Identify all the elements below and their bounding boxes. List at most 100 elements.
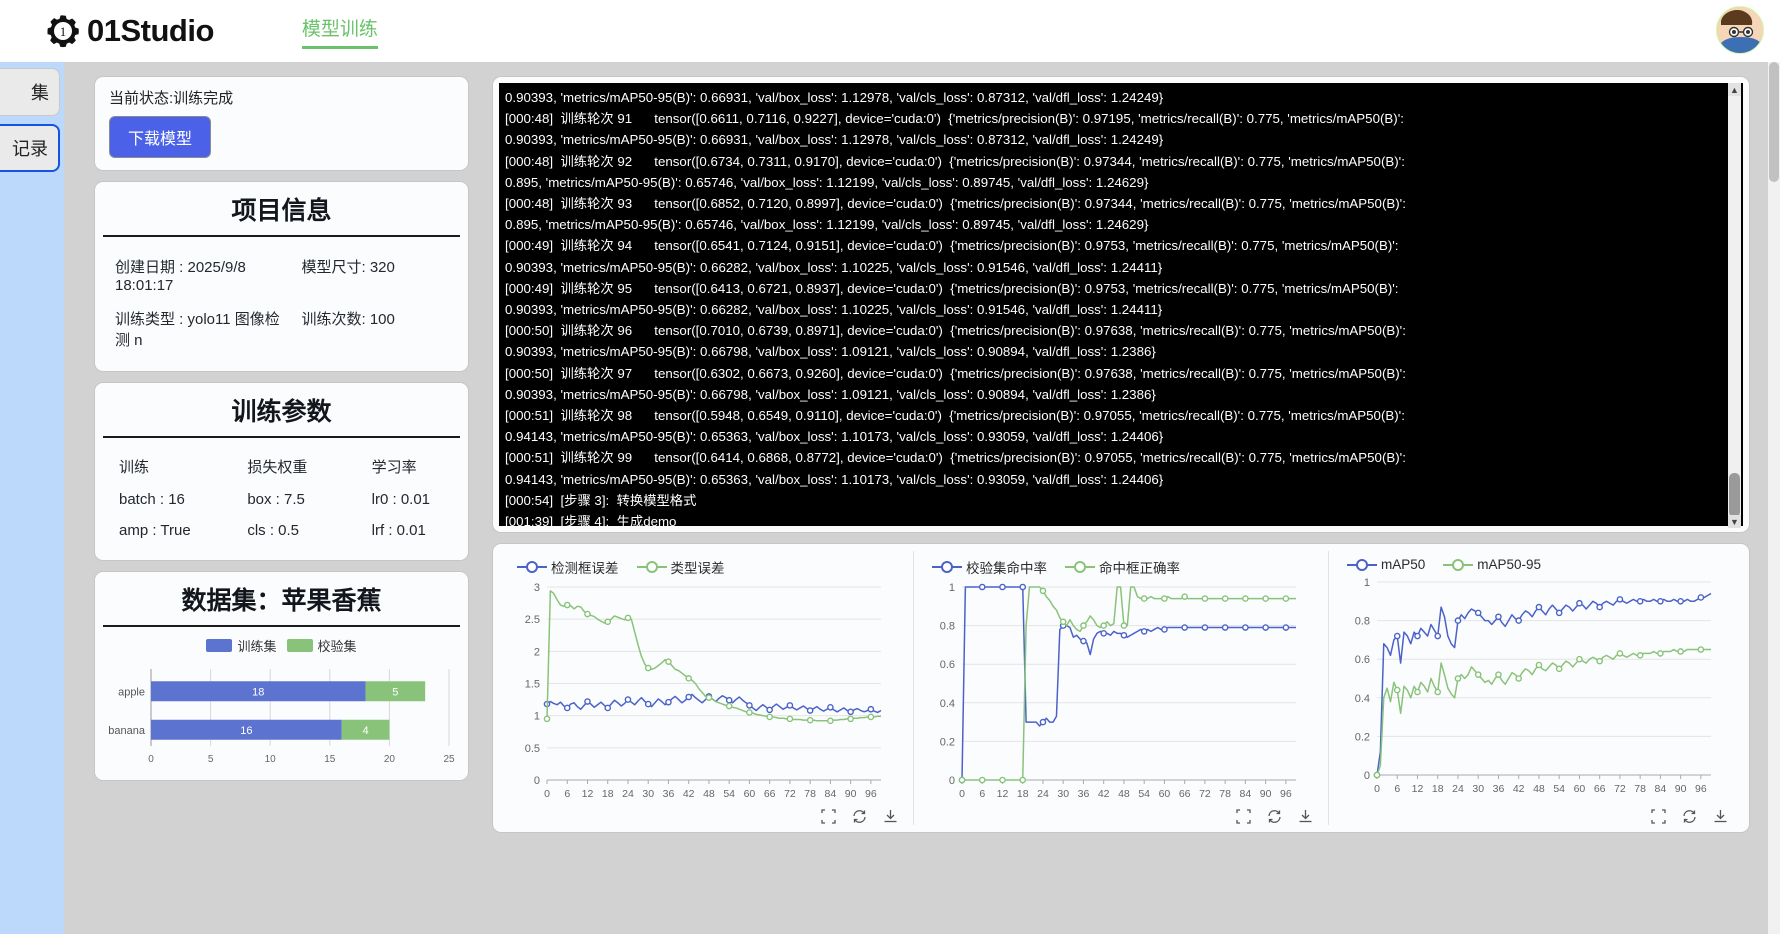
legend-marker-line-circle — [1065, 561, 1095, 573]
svg-text:0: 0 — [949, 775, 955, 787]
sidebar-item-label: 集 — [31, 83, 49, 103]
svg-text:84: 84 — [1655, 783, 1667, 795]
log-line: [000:48] 训练轮次 92 tensor([0.6734, 0.7311,… — [505, 153, 1405, 169]
download-model-button[interactable]: 下载模型 — [109, 116, 212, 158]
chart-map-legend: mAP50 mAP50-95 — [1329, 551, 1743, 572]
svg-text:15: 15 — [324, 754, 336, 765]
svg-text:6: 6 — [979, 788, 985, 800]
zoom-reset-icon[interactable] — [1235, 808, 1252, 825]
legend-map50[interactable]: mAP50 — [1347, 557, 1425, 572]
log-line: 0.94143, 'metrics/mAP50-95(B)': 0.65363,… — [505, 471, 1164, 487]
svg-text:18: 18 — [602, 788, 614, 800]
training-log-card: 0.90393, 'metrics/mAP50-95(B)': 0.66931,… — [492, 76, 1750, 533]
svg-text:5: 5 — [208, 754, 214, 765]
log-scroll-up-icon[interactable]: ▲ — [1728, 83, 1741, 96]
dataset-panel: 数据集：苹果香蕉 训练集 校验集 0 5 10 15 20 25 18 5 apple 16 4 ba… — [94, 571, 469, 781]
legend-box-loss[interactable]: 检测框误差 — [517, 557, 619, 577]
restore-icon[interactable] — [1266, 808, 1283, 825]
svg-text:0: 0 — [148, 754, 154, 765]
svg-text:0: 0 — [1374, 783, 1380, 795]
svg-text:1: 1 — [1364, 577, 1370, 589]
chart-2-toolbar — [1650, 808, 1729, 825]
svg-text:2: 2 — [534, 646, 540, 658]
status-card: 当前状态:训练完成 下载模型 — [94, 76, 469, 171]
legend-train[interactable]: 训练集 — [206, 636, 277, 655]
svg-text:84: 84 — [825, 788, 837, 800]
log-line: 0.90393, 'metrics/mAP50-95(B)': 0.66798,… — [505, 386, 1156, 402]
svg-text:54: 54 — [1553, 783, 1565, 795]
svg-text:42: 42 — [1098, 788, 1110, 800]
log-scrollbar[interactable]: ▲ ▼ — [1728, 83, 1741, 528]
svg-text:0: 0 — [544, 788, 550, 800]
project-info-train-type: 训练类型 : yolo11 图像检测 n — [115, 311, 280, 349]
svg-text:0.2: 0.2 — [940, 736, 955, 748]
legend-cls-loss[interactable]: 类型误差 — [636, 557, 725, 577]
sidebar-item-label: 记录 — [12, 139, 48, 159]
log-line: 0.895, 'metrics/mAP50-95(B)': 0.65746, '… — [505, 174, 1149, 190]
svg-text:30: 30 — [1057, 788, 1069, 800]
main-content: 当前状态:训练完成 下载模型 项目信息 创建日期 : 2025/9/8 18:0… — [64, 62, 1780, 934]
sidebar-item-records[interactable]: 记录 — [0, 124, 60, 172]
svg-text:78: 78 — [804, 788, 816, 800]
zoom-reset-icon[interactable] — [1650, 808, 1667, 825]
svg-text:90: 90 — [1675, 783, 1687, 795]
download-icon[interactable] — [1712, 808, 1729, 825]
svg-text:78: 78 — [1634, 783, 1646, 795]
legend-val[interactable]: 校验集 — [286, 636, 357, 655]
app-header: 1 01Studio 模型训练 — [0, 0, 1780, 62]
tab-model-training[interactable]: 模型训练 — [301, 14, 378, 49]
dataset-bar-chart[interactable]: 0 5 10 15 20 25 18 5 apple 16 4 banana — [95, 657, 468, 780]
chart-map[interactable]: mAP50 mAP50-95 0 0.2 0.4 0.6 0.8 1 0 6 12 18 24 30 3… — [1328, 551, 1743, 825]
train-params-panel: 训练参数 训练 损失权重 学习率 batch : 16 box : 7.5 lr… — [94, 382, 469, 561]
svg-text:48: 48 — [1118, 788, 1130, 800]
log-line: 0.895, 'metrics/mAP50-95(B)': 0.65746, '… — [505, 217, 1149, 233]
restore-icon[interactable] — [851, 808, 868, 825]
train-params-cell-batch: batch : 16 — [119, 491, 185, 508]
user-avatar[interactable] — [1716, 6, 1764, 54]
svg-text:60: 60 — [1159, 788, 1171, 800]
legend-precision[interactable]: 命中框正确率 — [1065, 557, 1180, 577]
train-params-cell-amp: amp : True — [119, 522, 191, 539]
legend-marker-line-circle — [932, 561, 962, 573]
svg-text:54: 54 — [1138, 788, 1150, 800]
svg-text:1: 1 — [534, 711, 540, 723]
legend-marker-line-circle — [1443, 558, 1474, 571]
chart-loss[interactable]: 检测框误差 类型误差 0 0.5 1 1.5 2 2.5 3 0 6 12 18 24 30 36 42 48… — [499, 551, 913, 825]
svg-text:72: 72 — [1199, 788, 1211, 800]
project-info-grid: 创建日期 : 2025/9/8 18:01:17 模型尺寸: 320 训练类型 … — [95, 237, 468, 371]
log-scroll-down-icon[interactable]: ▼ — [1728, 515, 1741, 528]
log-line: [000:54] [步骤 3]: 转换模型格式 — [505, 492, 697, 508]
svg-text:6: 6 — [1394, 783, 1400, 795]
log-line: 0.90393, 'metrics/mAP50-95(B)': 0.66282,… — [505, 259, 1163, 275]
zoom-reset-icon[interactable] — [820, 808, 837, 825]
svg-text:0: 0 — [534, 775, 540, 787]
dataset-title: 数据集：苹果香蕉 — [103, 572, 460, 627]
sidebar-item-dataset[interactable]: 集 — [0, 68, 60, 116]
legend-recall[interactable]: 校验集命中率 — [932, 557, 1047, 577]
svg-text:20: 20 — [384, 754, 396, 765]
svg-text:4: 4 — [362, 725, 368, 737]
svg-text:0.6: 0.6 — [940, 659, 955, 671]
restore-icon[interactable] — [1681, 808, 1698, 825]
brand-text: 01Studio — [87, 13, 214, 48]
svg-text:2.5: 2.5 — [525, 614, 540, 626]
download-icon[interactable] — [882, 808, 899, 825]
legend-map50-95[interactable]: mAP50-95 — [1443, 557, 1541, 572]
svg-text:25: 25 — [443, 754, 455, 765]
window-scroll-thumb[interactable] — [1769, 62, 1779, 182]
train-params-header-1: 损失权重 — [247, 459, 308, 476]
log-scroll-thumb[interactable] — [1729, 473, 1740, 517]
log-line: [000:48] 训练轮次 93 tensor([0.6852, 0.7120,… — [505, 196, 1406, 212]
window-scrollbar-vertical[interactable] — [1768, 62, 1780, 934]
svg-text:72: 72 — [784, 788, 796, 800]
svg-text:0.5: 0.5 — [525, 743, 540, 755]
training-log-console[interactable]: 0.90393, 'metrics/mAP50-95(B)': 0.66931,… — [499, 83, 1743, 526]
svg-text:96: 96 — [1695, 783, 1707, 795]
download-icon[interactable] — [1297, 808, 1314, 825]
svg-text:54: 54 — [723, 788, 735, 800]
svg-text:84: 84 — [1240, 788, 1252, 800]
train-params-cell-lrf: lrf : 0.01 — [371, 522, 426, 539]
svg-text:0.2: 0.2 — [1355, 731, 1370, 743]
dataset-legend: 训练集 校验集 — [95, 627, 468, 657]
chart-precision-recall[interactable]: 校验集命中率 命中框正确率 0 0.2 0.4 0.6 0.8 1 0 6 12 18 24 30 36… — [913, 551, 1328, 825]
